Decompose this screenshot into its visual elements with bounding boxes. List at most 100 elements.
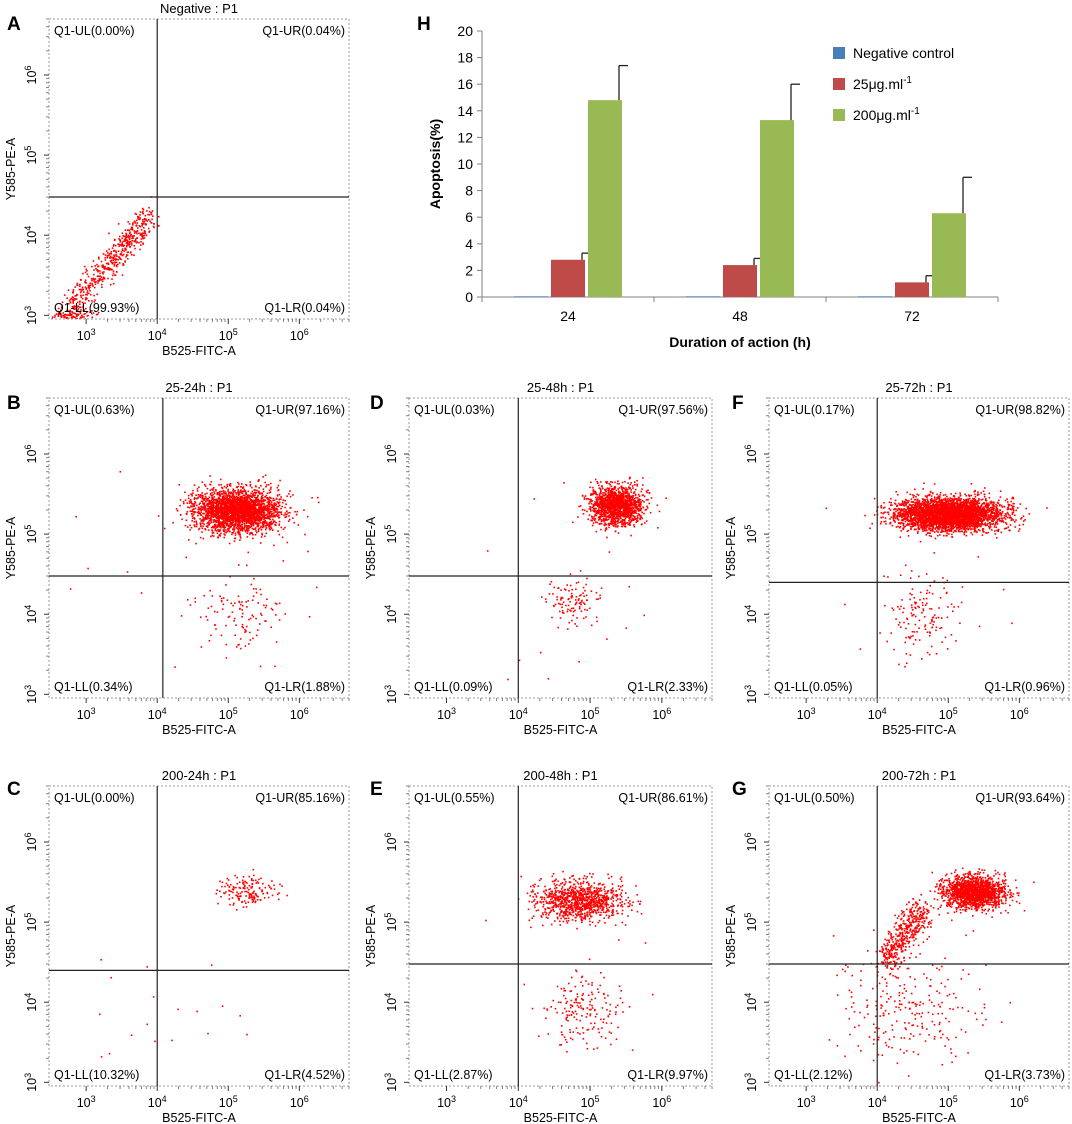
event-point	[229, 510, 231, 513]
event-point	[223, 530, 226, 533]
event-point	[249, 497, 251, 500]
event-point	[231, 498, 234, 500]
event-point	[251, 500, 253, 502]
event-point	[215, 489, 217, 491]
event-point	[247, 520, 249, 523]
event-point	[134, 232, 136, 234]
event-point	[206, 525, 209, 527]
event-point	[247, 518, 249, 521]
event-point	[647, 498, 649, 501]
event-point	[221, 513, 224, 516]
event-point	[631, 512, 634, 515]
event-point	[228, 491, 231, 493]
event-point	[221, 499, 223, 501]
event-point	[209, 492, 212, 495]
quadrant-label-lr: Q1-LR(4.52%)	[264, 1068, 345, 1082]
event-point	[126, 243, 129, 246]
event-point	[250, 507, 253, 510]
event-point	[66, 316, 69, 319]
event-point	[219, 495, 221, 497]
event-point	[223, 533, 225, 535]
event-point	[591, 517, 594, 520]
event-point	[222, 514, 225, 517]
event-point	[266, 523, 268, 526]
event-point	[596, 503, 598, 506]
event-point	[239, 892, 242, 895]
event-point	[202, 512, 204, 515]
event-point	[242, 519, 245, 521]
event-point	[607, 489, 609, 492]
event-point	[621, 488, 623, 490]
event-point	[244, 498, 246, 500]
event-point	[593, 519, 596, 522]
x-tick-label: 105	[219, 1094, 238, 1110]
event-point	[149, 220, 152, 223]
event-point	[640, 504, 642, 506]
event-point	[217, 491, 220, 494]
event-point	[609, 501, 612, 504]
event-point	[241, 527, 244, 530]
event-point	[136, 219, 138, 222]
quadrant-label-ul: Q1-UL(0.00%)	[54, 791, 135, 805]
event-point	[130, 1034, 133, 1036]
event-point	[251, 505, 254, 507]
event-point	[194, 507, 197, 510]
event-point	[243, 497, 246, 499]
event-point	[243, 518, 246, 520]
event-point	[99, 270, 101, 272]
event-point	[124, 240, 126, 242]
event-point	[218, 517, 221, 519]
event-point	[128, 243, 131, 245]
event-point	[199, 616, 202, 618]
event-point	[212, 521, 215, 523]
event-point	[230, 504, 232, 506]
event-point	[133, 240, 135, 242]
event-point	[254, 485, 257, 487]
event-point	[106, 268, 108, 271]
event-point	[617, 500, 619, 503]
event-point	[110, 256, 113, 259]
event-point	[210, 503, 212, 506]
event-point	[85, 307, 87, 310]
event-point	[237, 529, 240, 531]
event-point	[303, 509, 305, 511]
event-point	[102, 253, 105, 255]
event-point	[119, 258, 121, 260]
event-point	[285, 510, 288, 513]
event-point	[271, 508, 273, 510]
event-point	[250, 503, 252, 505]
event-point	[218, 497, 221, 499]
event-point	[100, 279, 102, 281]
event-point	[77, 310, 79, 312]
event-point	[79, 312, 82, 315]
event-point	[125, 239, 128, 241]
tick-base: 10	[290, 1096, 304, 1110]
event-point	[271, 512, 274, 515]
event-point	[260, 519, 263, 521]
event-point	[608, 487, 611, 489]
event-point	[233, 518, 235, 521]
event-point	[634, 509, 637, 512]
event-point	[212, 494, 214, 496]
event-point	[216, 517, 218, 519]
event-point	[227, 616, 230, 618]
event-point	[259, 542, 262, 544]
event-point	[246, 520, 248, 522]
event-point	[183, 502, 185, 505]
event-point	[70, 321, 72, 323]
event-point	[590, 494, 592, 496]
event-point	[215, 507, 218, 510]
event-point	[233, 530, 235, 532]
event-point	[258, 501, 260, 504]
event-point	[259, 522, 262, 524]
event-point	[97, 265, 100, 268]
event-point	[616, 518, 619, 520]
event-point	[212, 488, 214, 490]
event-point	[80, 294, 82, 297]
event-point	[608, 551, 611, 553]
event-point	[583, 496, 586, 499]
event-point	[134, 238, 137, 240]
event-point	[239, 535, 241, 537]
event-point	[224, 498, 227, 501]
event-point	[83, 309, 86, 311]
